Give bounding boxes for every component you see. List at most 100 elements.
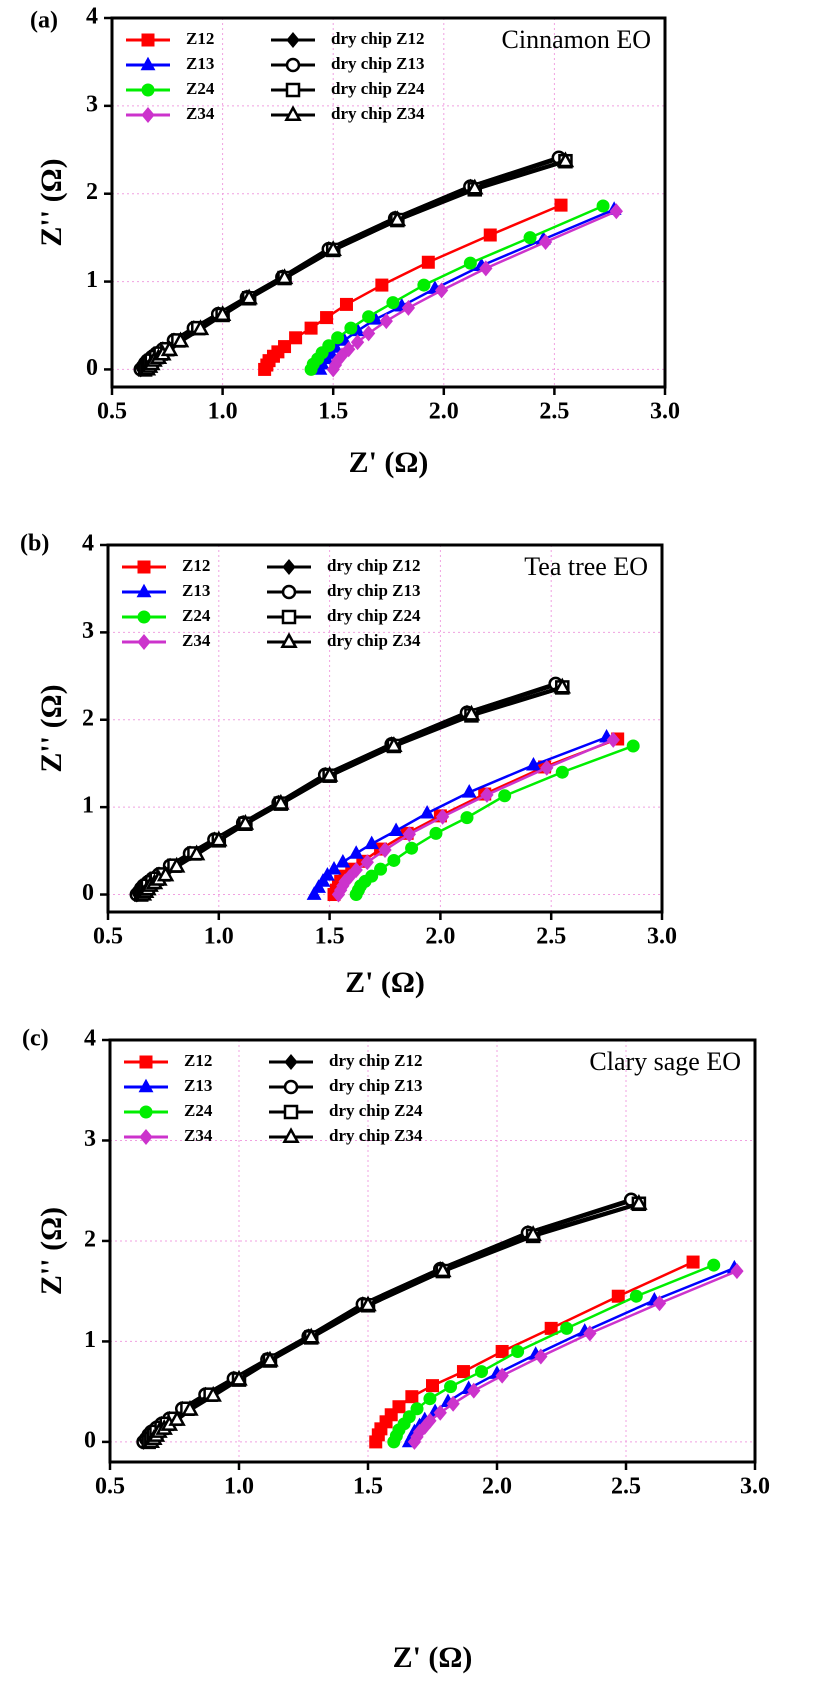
data-point bbox=[402, 826, 417, 843]
data-point bbox=[524, 1225, 542, 1241]
data-point bbox=[434, 1261, 452, 1278]
series-line bbox=[142, 1197, 632, 1444]
y-tick-label: 2 bbox=[86, 179, 98, 205]
legend-marker bbox=[137, 560, 151, 574]
data-point bbox=[423, 1412, 437, 1429]
legend-label: dry chip Z13 bbox=[327, 581, 421, 600]
data-point bbox=[429, 826, 443, 840]
legend-marker bbox=[283, 1079, 299, 1095]
legend-label: Z34 bbox=[184, 1126, 213, 1145]
data-point bbox=[419, 805, 435, 819]
data-point bbox=[306, 886, 322, 900]
legend-label: Z12 bbox=[186, 29, 214, 48]
legend-label: dry chip Z24 bbox=[331, 79, 425, 98]
data-point bbox=[230, 1369, 248, 1386]
y-tick-label: 3 bbox=[84, 1126, 96, 1152]
data-point bbox=[538, 234, 553, 251]
y-axis-title: Z'' (Ω) bbox=[35, 1207, 68, 1295]
y-axis-title: Z'' (Ω) bbox=[35, 684, 68, 772]
data-point bbox=[187, 844, 206, 861]
data-point bbox=[652, 1295, 667, 1312]
data-point bbox=[606, 731, 620, 748]
data-point bbox=[461, 784, 477, 798]
data-point bbox=[421, 255, 435, 269]
data-point bbox=[324, 240, 342, 256]
legend-label: dry chip Z12 bbox=[331, 29, 425, 48]
legend-label: dry chip Z24 bbox=[327, 606, 421, 625]
data-point bbox=[630, 1193, 648, 1210]
data-point bbox=[171, 331, 190, 348]
legend-label: Z13 bbox=[182, 581, 210, 600]
data-point bbox=[609, 203, 623, 220]
legend-label: dry chip Z34 bbox=[327, 631, 421, 650]
x-axis-title: Z' (Ω) bbox=[349, 446, 429, 479]
x-tick-label: 2.0 bbox=[429, 399, 459, 425]
y-tick-label: 1 bbox=[82, 793, 94, 819]
data-point bbox=[707, 1258, 721, 1272]
data-point bbox=[388, 822, 404, 837]
x-tick-label: 2.5 bbox=[539, 399, 569, 425]
data-point bbox=[435, 808, 450, 825]
legend-label: dry chip Z12 bbox=[327, 556, 421, 575]
data-point bbox=[378, 841, 392, 858]
data-point bbox=[460, 811, 474, 825]
x-tick-label: 2.0 bbox=[482, 1474, 512, 1500]
legend-marker bbox=[280, 632, 298, 649]
x-tick-label: 3.0 bbox=[650, 399, 680, 425]
legend-marker bbox=[283, 1104, 299, 1120]
data-point bbox=[495, 1344, 509, 1358]
data-point bbox=[359, 1295, 377, 1312]
x-tick-label: 2.5 bbox=[536, 924, 566, 950]
data-point bbox=[483, 228, 497, 242]
legend-marker bbox=[139, 1129, 153, 1145]
legend-marker bbox=[281, 609, 297, 625]
data-point bbox=[523, 231, 537, 245]
data-point bbox=[387, 853, 401, 867]
legend-marker bbox=[141, 107, 155, 123]
x-tick-label: 0.5 bbox=[93, 924, 123, 950]
plot-frame bbox=[106, 543, 664, 914]
data-point bbox=[388, 210, 407, 227]
legend-label: Z12 bbox=[184, 1051, 212, 1070]
data-point bbox=[379, 313, 393, 330]
legend-marker bbox=[282, 559, 296, 575]
data-point bbox=[240, 288, 258, 305]
panel-label: (b) bbox=[20, 531, 49, 557]
legend-label: dry chip Z13 bbox=[331, 54, 425, 73]
data-point bbox=[446, 1395, 460, 1412]
y-tick-label: 4 bbox=[82, 531, 94, 557]
x-axis-title: Z' (Ω) bbox=[345, 966, 425, 999]
data-point bbox=[475, 1365, 489, 1379]
legend-marker bbox=[141, 83, 155, 97]
data-point bbox=[444, 1380, 458, 1394]
legend-label: dry chip Z13 bbox=[329, 1076, 423, 1095]
x-tick-label: 1.5 bbox=[318, 399, 348, 425]
data-point bbox=[261, 1350, 279, 1367]
data-point bbox=[349, 862, 363, 879]
legend-label: Z13 bbox=[184, 1076, 212, 1095]
data-point bbox=[272, 793, 290, 810]
panel: 0.5 1.0 1.5 2.0 2.5 3.0 0 1 2 3 4 (c) Clary sage EO Z… bbox=[22, 1026, 770, 1674]
y-tick-label: 3 bbox=[86, 91, 98, 117]
x-tick-label: 3.0 bbox=[647, 924, 677, 950]
legend-marker bbox=[137, 610, 151, 624]
y-axis-title: Z'' (Ω) bbox=[35, 158, 68, 246]
legend-marker bbox=[136, 583, 152, 598]
x-tick-label: 0.5 bbox=[95, 1474, 125, 1500]
x-tick-label: 1.5 bbox=[315, 924, 345, 950]
data-point bbox=[611, 1289, 625, 1303]
data-point bbox=[331, 331, 345, 345]
data-point bbox=[339, 297, 353, 311]
data-point bbox=[362, 310, 376, 324]
y-tick-label: 2 bbox=[84, 1226, 96, 1252]
data-point bbox=[686, 1255, 700, 1269]
x-tick-label: 1.0 bbox=[224, 1474, 254, 1500]
x-tick-label: 2.5 bbox=[611, 1474, 641, 1500]
y-tick-label: 0 bbox=[84, 1427, 96, 1453]
data-point bbox=[596, 199, 610, 213]
data-point bbox=[364, 835, 380, 850]
data-point bbox=[392, 1400, 406, 1414]
series-line bbox=[263, 203, 562, 370]
x-tick-label: 1.0 bbox=[204, 924, 234, 950]
data-point bbox=[583, 1325, 597, 1342]
